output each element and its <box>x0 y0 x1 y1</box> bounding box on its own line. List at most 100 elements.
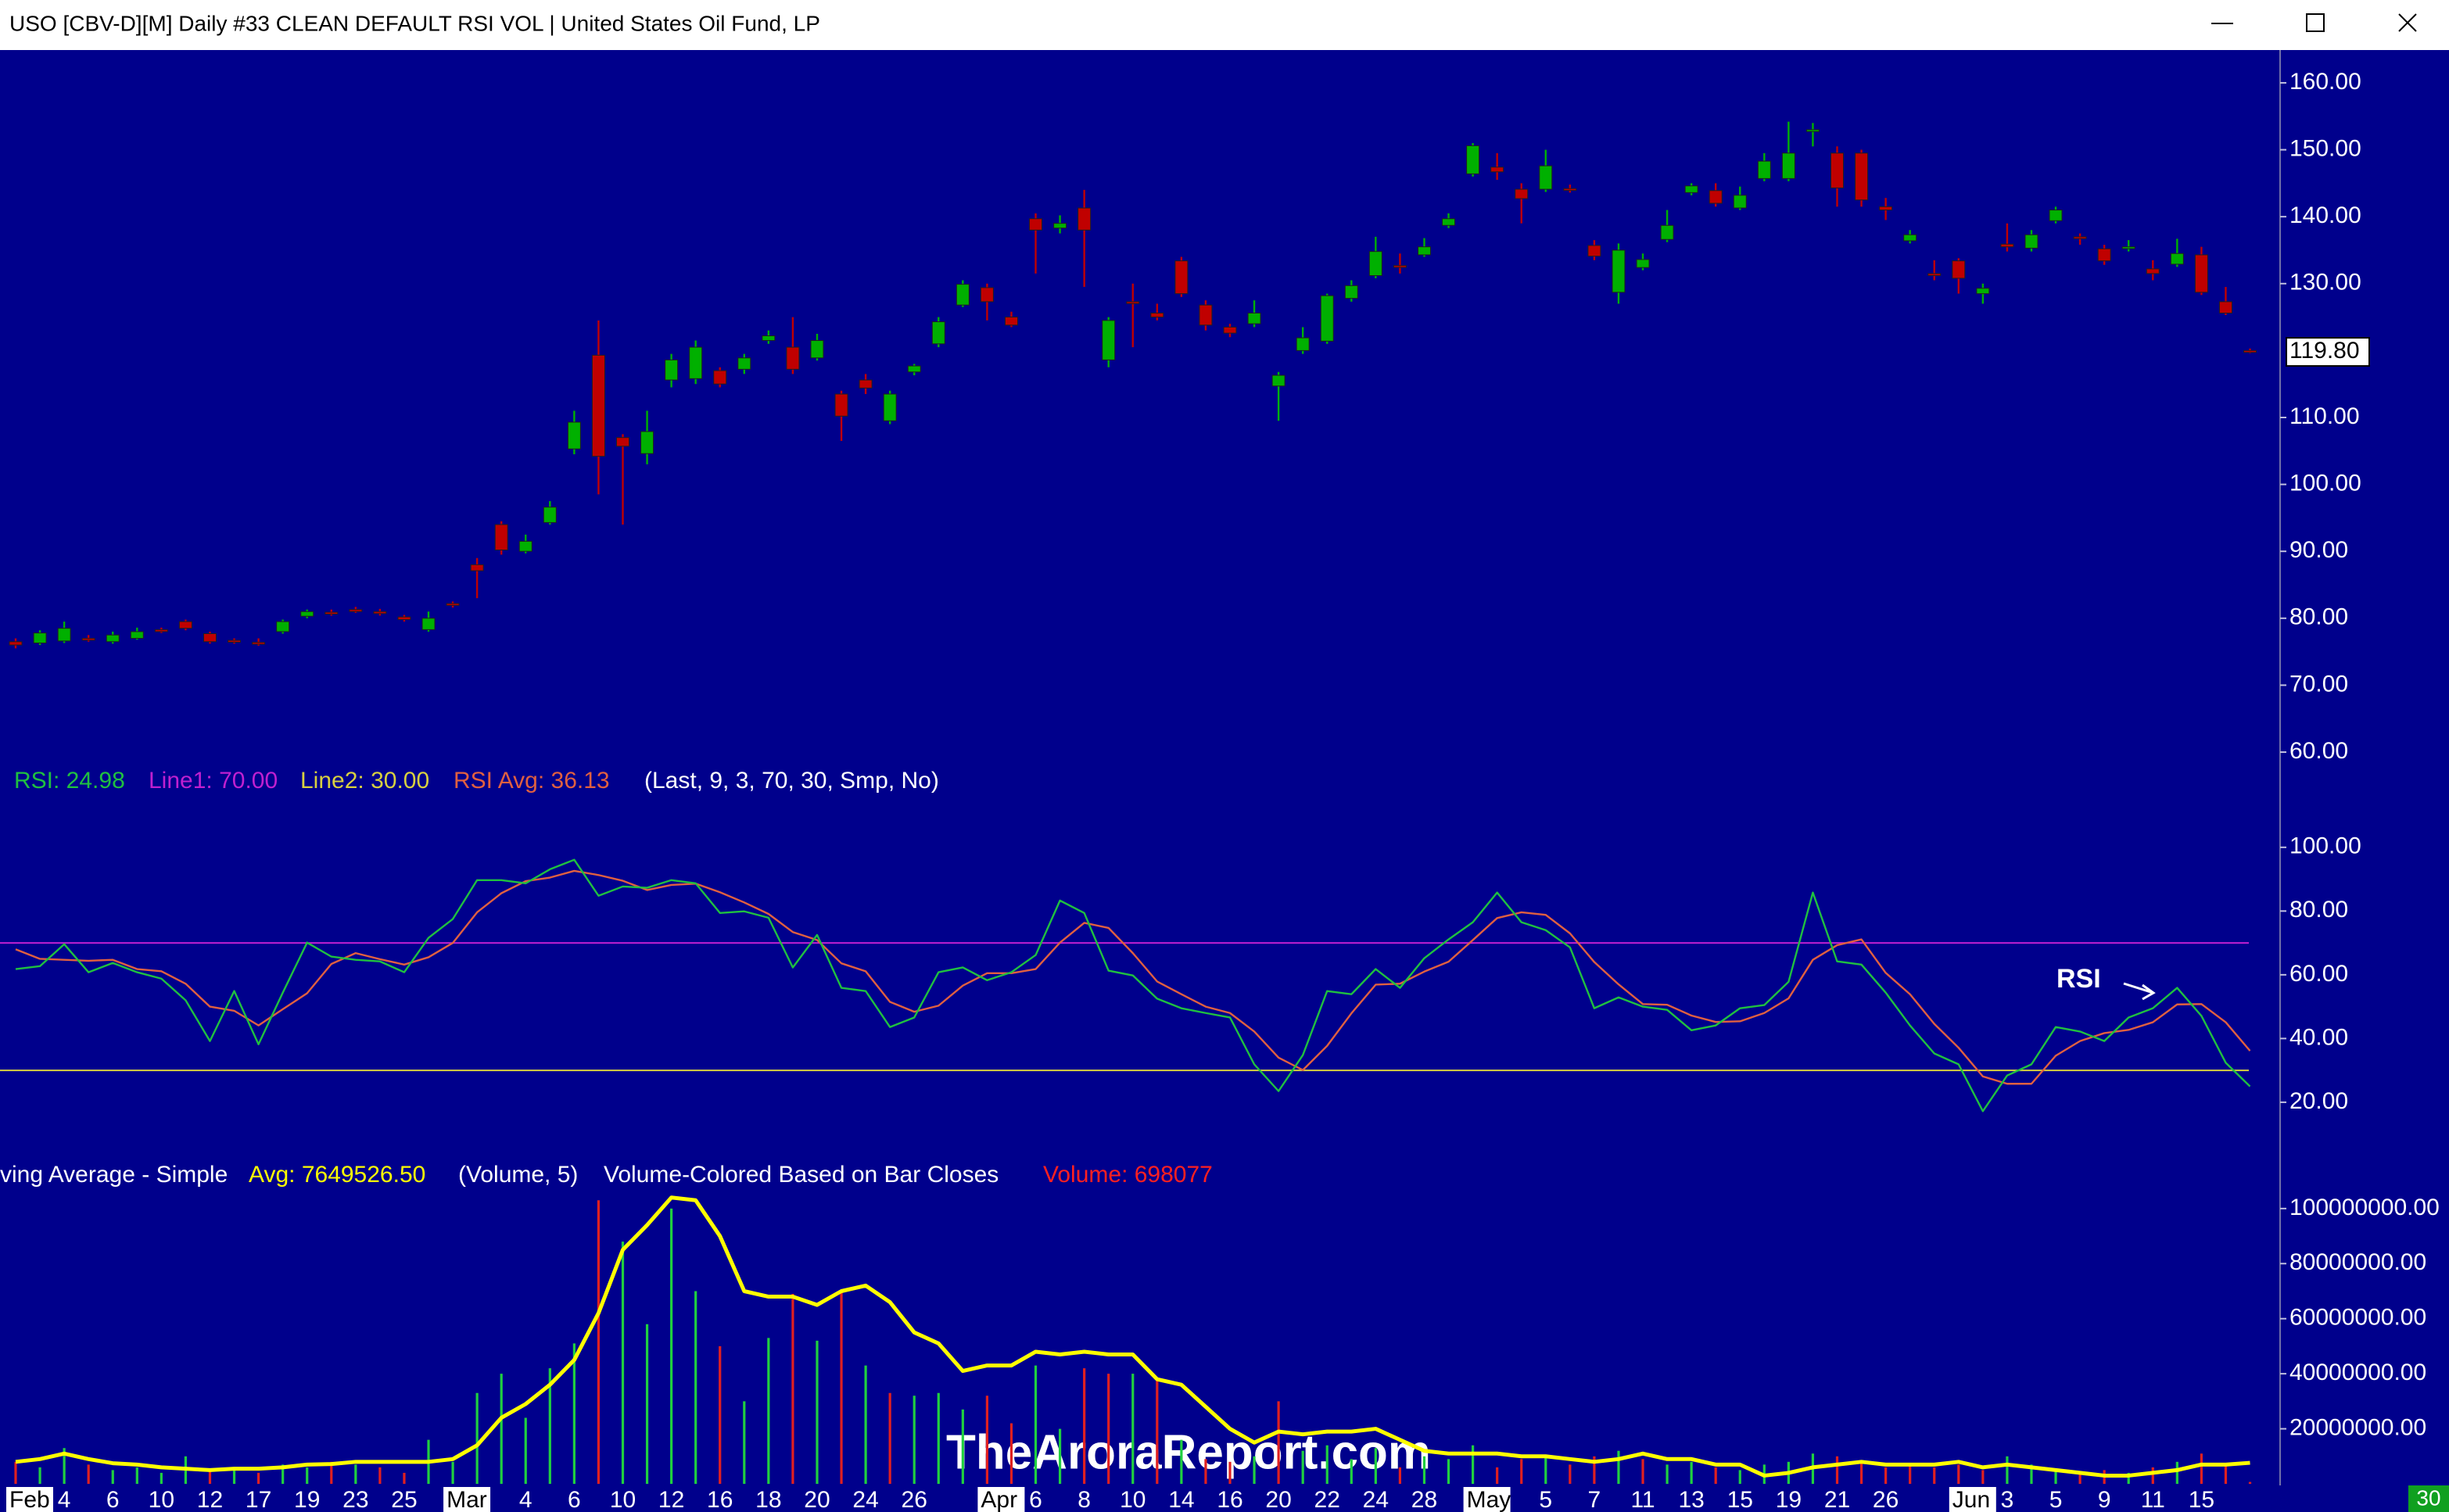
candle-body <box>2218 301 2232 314</box>
x-tick-label: 23 <box>342 1487 368 1512</box>
y-tick-label: 60.00 <box>2289 738 2348 764</box>
indicator-parameters: (Volume, 5) <box>458 1162 578 1188</box>
x-tick-label: 19 <box>1776 1487 1802 1512</box>
candle-body <box>1442 218 1456 226</box>
candle-body <box>421 618 436 630</box>
x-tick-label: 25 <box>391 1487 417 1512</box>
candle-body <box>1879 206 1893 211</box>
candle-body <box>762 335 776 342</box>
month-label-box <box>977 1487 1025 1512</box>
x-tick-label: Mar <box>446 1487 487 1512</box>
x-tick-label: 4 <box>58 1487 71 1512</box>
candle-body <box>567 421 581 450</box>
month-label-box <box>1949 1487 1996 1512</box>
candle-body <box>1805 129 1820 132</box>
candle-body <box>1855 152 1869 201</box>
candle-body <box>543 507 557 523</box>
candle-body <box>154 629 168 632</box>
x-tick-label: 28 <box>1411 1487 1437 1512</box>
x-tick-label: 24 <box>1363 1487 1389 1512</box>
x-tick-label: Feb <box>9 1487 50 1512</box>
series-line <box>15 869 2251 1085</box>
candle-body <box>1490 167 1504 173</box>
candle-body <box>2243 349 2257 353</box>
series-line <box>15 858 2251 1113</box>
x-tick-label: 21 <box>1824 1487 1850 1512</box>
y-tick-label: 80000000.00 <box>2289 1249 2426 1275</box>
candle-body <box>737 357 751 370</box>
candle-body <box>1344 285 1358 299</box>
candle-body <box>1126 301 1140 304</box>
legend-entry: Line1: 70.00 <box>149 768 278 794</box>
x-tick-label: Jun <box>1952 1487 1990 1512</box>
candle-body <box>859 379 873 389</box>
corner-badge-box <box>2408 1485 2449 1512</box>
x-tick-label: 15 <box>1727 1487 1753 1512</box>
x-tick-label: 12 <box>658 1487 684 1512</box>
x-tick-label: 22 <box>1314 1487 1340 1512</box>
x-tick-label: 5 <box>1539 1487 1552 1512</box>
x-tick-label: 3 <box>2001 1487 2014 1512</box>
candle-body <box>1077 207 1092 231</box>
candle-body <box>1247 312 1261 324</box>
candle-body <box>81 637 95 641</box>
legend-entry: Avg: 7649526.50 <box>249 1162 425 1188</box>
x-tick-label: 13 <box>1678 1487 1704 1512</box>
y-tick-label: 160.00 <box>2289 69 2361 95</box>
y-tick-label: 90.00 <box>2289 537 2348 563</box>
candle-body <box>106 634 120 643</box>
x-tick-label: 20 <box>1265 1487 1291 1512</box>
candle-body <box>1004 317 1018 326</box>
candle-body <box>1709 190 1723 204</box>
candle-body <box>1612 249 1626 293</box>
candle-body <box>1368 251 1382 276</box>
candle-body <box>446 603 460 606</box>
y-tick-label: 20000000.00 <box>2289 1414 2426 1440</box>
x-tick-label: 10 <box>1120 1487 1146 1512</box>
last-price-box <box>2286 337 2370 367</box>
last-price-label: 119.80 <box>2289 338 2360 364</box>
close-button[interactable] <box>2398 13 2417 32</box>
y-tick-label: 110.00 <box>2289 403 2360 429</box>
y-tick-label: 150.00 <box>2289 135 2361 161</box>
candle-body <box>2194 254 2208 293</box>
candle-body <box>1587 245 1601 257</box>
x-tick-label: 26 <box>902 1487 927 1512</box>
candle-body <box>57 628 71 642</box>
x-tick-label: May <box>1467 1487 1511 1512</box>
x-tick-label: 10 <box>610 1487 636 1512</box>
candle-body <box>1927 273 1942 276</box>
x-tick-label: 5 <box>2049 1487 2063 1512</box>
candle-body <box>1320 295 1334 342</box>
x-tick-label: 24 <box>852 1487 878 1512</box>
candle-body <box>1660 224 1674 240</box>
y-tick-label: 140.00 <box>2289 202 2361 228</box>
candle-body <box>1781 152 1795 179</box>
candle-body <box>33 632 47 643</box>
candle-body <box>640 431 654 454</box>
y-tick-label: 60000000.00 <box>2289 1305 2426 1331</box>
maximize-button[interactable] <box>2306 13 2325 32</box>
candle-body <box>1053 223 1067 229</box>
annotation: RSI <box>2056 964 2101 994</box>
legend-entry: Line2: 30.00 <box>300 768 429 794</box>
candle-body <box>591 354 605 457</box>
candle-body <box>276 621 290 632</box>
candle-body <box>665 359 679 381</box>
y-tick-label: 130.00 <box>2289 270 2361 296</box>
x-tick-label: 18 <box>755 1487 781 1512</box>
candle-body <box>1296 337 1310 351</box>
candle-body <box>1733 195 1747 209</box>
candle-body <box>1684 185 1698 193</box>
annotation-arrow <box>2123 982 2156 1001</box>
candle-body <box>1539 165 1553 190</box>
x-tick-label: 11 <box>1630 1487 1655 1512</box>
candle-body <box>834 393 848 417</box>
candle-body <box>1199 304 1213 326</box>
window-title: USO [CBV-D][M] Daily #33 CLEAN DEFAULT R… <box>9 11 820 35</box>
x-tick-label: 8 <box>1077 1487 1091 1512</box>
x-tick-label: 19 <box>294 1487 320 1512</box>
x-tick-label: Apr <box>981 1487 1017 1512</box>
x-tick-label: 12 <box>197 1487 223 1512</box>
